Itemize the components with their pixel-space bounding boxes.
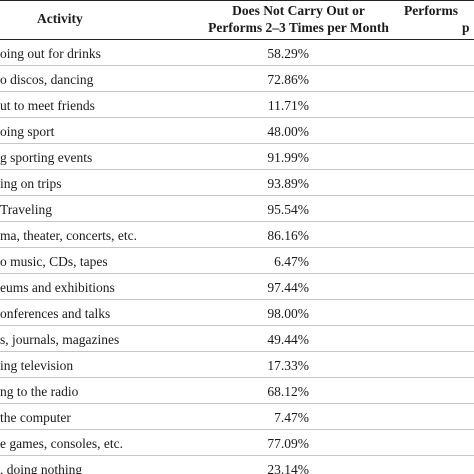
activity-cell: eums and exhibitions [0,280,115,295]
header-col3-line2: p [462,20,470,35]
table-header-rule [0,39,474,40]
activity-cell: Traveling [0,202,53,217]
activity-cell: , doing nothing [0,462,83,474]
table-row: ng to the radio 68.12% [0,378,474,404]
activity-cell: e games, consoles, etc. [0,436,123,451]
table-row: ut to meet friends 11.71% [0,92,474,118]
percentage-cell: 77.09% [267,436,309,451]
activity-cell: oing sport [0,124,55,139]
activity-cell: g sporting events [0,150,93,165]
table-row: s, journals, magazines 49.44% [0,326,474,352]
table-row: ing on trips 93.89% [0,170,474,196]
header-col2-line1: Does Not Carry Out or [232,3,365,18]
percentage-cell: 6.47% [274,254,309,269]
activity-cell: o music, CDs, tapes [0,254,108,269]
percentage-cell: 91.99% [267,150,309,165]
table-top-rule [0,0,474,1]
header-performs: Performs p [404,2,470,41]
table-row: o discos, dancing 72.86% [0,66,474,92]
header-col2-line2: Performs 2–3 Times per Month [208,20,389,35]
activity-cell: s, journals, magazines [0,332,120,347]
percentage-cell: 86.16% [267,228,309,243]
table-row: eums and exhibitions 97.44% [0,274,474,300]
percentage-cell: 98.00% [267,306,309,321]
table-row: ing television 17.33% [0,352,474,378]
table-row: o music, CDs, tapes 6.47% [0,248,474,274]
table-row: oing sport 48.00% [0,118,474,144]
percentage-cell: 95.54% [267,202,309,217]
activity-cell: ut to meet friends [0,98,95,113]
table-row: e games, consoles, etc. 77.09% [0,430,474,456]
activity-cell: ng to the radio [0,384,79,399]
activity-cell: ing on trips [0,176,62,191]
activity-cell: ma, theater, concerts, etc. [0,228,138,243]
activity-cell: oing out for drinks [0,46,101,61]
percentage-cell: 23.14% [267,462,309,474]
header-activity-label: Activity [37,11,83,26]
activity-cell: onferences and talks [0,306,111,321]
header-does-not-carry-out: Does Not Carry Out or Performs 2–3 Times… [186,2,411,41]
table-row: oing out for drinks 58.29% [0,40,474,66]
activity-cell: o discos, dancing [0,72,94,87]
percentage-cell: 49.44% [267,332,309,347]
percentage-cell: 97.44% [267,280,309,295]
header-col3-line1: Performs [404,3,458,18]
percentage-cell: 68.12% [267,384,309,399]
percentage-cell: 93.89% [267,176,309,191]
percentage-cell: 58.29% [267,46,309,61]
table-row: Traveling 95.54% [0,196,474,222]
table-row: onferences and talks 98.00% [0,300,474,326]
table-row: ma, theater, concerts, etc. 86.16% [0,222,474,248]
percentage-cell: 7.47% [274,410,309,425]
table-row: g sporting events 91.99% [0,144,474,170]
percentage-cell: 72.86% [267,72,309,87]
percentage-cell: 17.33% [267,358,309,373]
percentage-cell: 48.00% [267,124,309,139]
activity-cell: ing television [0,358,74,373]
header-activity: Activity [37,10,83,49]
percentage-cell: 11.71% [267,98,309,113]
activity-cell: the computer [0,410,71,425]
table-row: the computer 7.47% [0,404,474,430]
table-row: , doing nothing 23.14% [0,456,474,474]
